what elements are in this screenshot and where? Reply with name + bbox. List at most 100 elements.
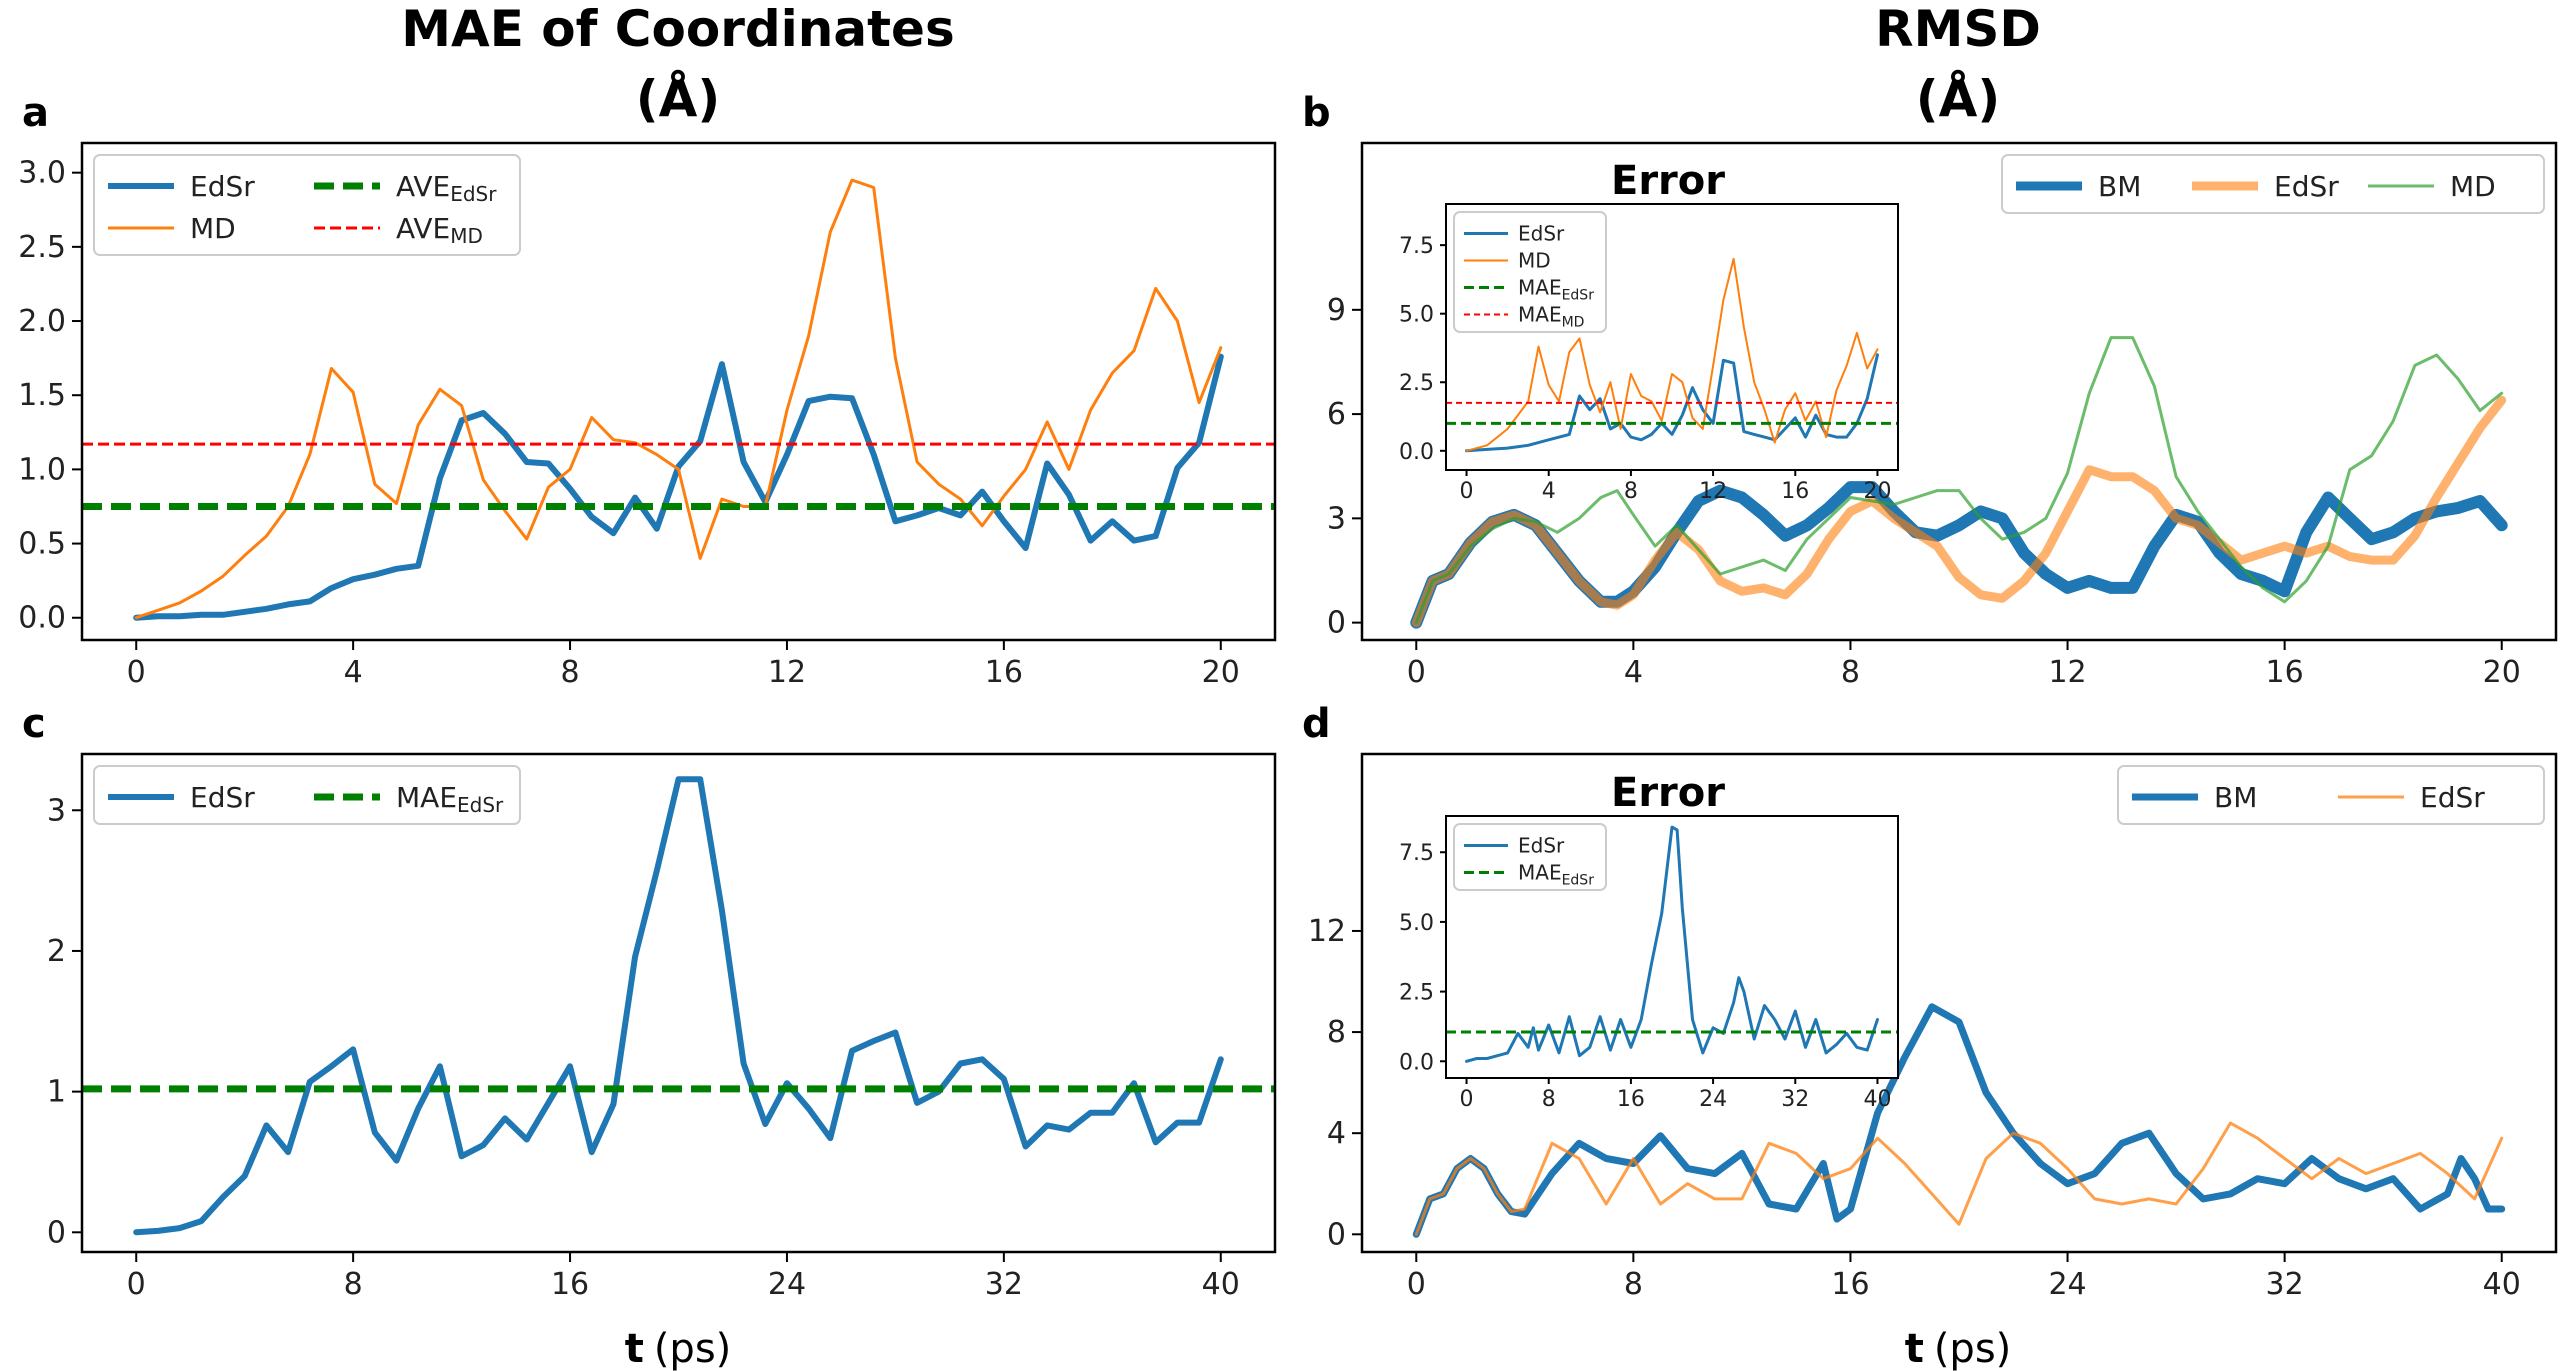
- panel-c-legend-box: [93, 765, 521, 825]
- panel-c-legend-label: MAEEdSr: [396, 781, 504, 817]
- panel-d-inset-axes-frame: [1445, 815, 1899, 1079]
- panel-d-inset-y-tick-label: 5.0: [1399, 911, 1434, 936]
- panel-d: d 0 8 16 24 32 40 0 4 8 12 BM EdSr Error 0 8 16 24 32 40 0.0…: [1302, 701, 2558, 1302]
- panel-b-inset-x-tick-label: 8: [1624, 479, 1638, 504]
- panel-b-inset-legend-label-subscript: MD: [1562, 315, 1585, 331]
- panel-c-x-tick-label: 40: [1202, 1267, 1240, 1302]
- panel-b-x-tick-label: 12: [2048, 655, 2086, 690]
- panel-b-y-tick-label: 9: [1327, 293, 1346, 328]
- panel-a-legend-label: MD: [190, 212, 236, 245]
- panel-d-inset-x-tick-label: 8: [1542, 1087, 1556, 1112]
- panel-d-series-edsr-line: [1414, 1121, 2504, 1236]
- panel-c-y-tick-label: 2: [47, 934, 66, 969]
- panel-d-y-tick-label: 0: [1327, 1217, 1346, 1252]
- panel-d-y-tick-label: 12: [1308, 914, 1346, 949]
- panel-c-axes-frame: [80, 752, 1277, 1254]
- x-axis-label-variable: t: [1905, 1326, 1924, 1371]
- x-axis-label-variable: t: [625, 1326, 644, 1371]
- right-column-title: RMSD: [1875, 0, 2041, 58]
- panel-letter-a: a: [22, 90, 49, 136]
- panel-b-x-tick-label: 16: [2266, 655, 2304, 690]
- panel-a-legend-label: AVEMD: [396, 212, 483, 248]
- panel-b: b 0 4 8 12 16 20 0 3 6 9 BM EdSr MD Error 0 4 8 12 16 20 0.0 2…: [1302, 90, 2558, 690]
- panel-b-x-tick-label: 8: [1841, 655, 1860, 690]
- panel-a-legend-label-main: AVE: [396, 170, 450, 203]
- panel-d-x-tick-label: 32: [2266, 1267, 2304, 1302]
- panel-a-y-tick-label: 0.0: [18, 601, 66, 636]
- panel-letter-b: b: [1302, 90, 1331, 136]
- panel-a-legend-label-main: AVE: [396, 212, 450, 245]
- panel-d-legend: BM EdSr: [2117, 765, 2545, 825]
- panel-b-legend-label: EdSr: [2274, 170, 2339, 203]
- panel-d-inset-legend-label-main: EdSr: [1518, 834, 1565, 858]
- panel-a-legend-label: AVEEdSr: [396, 170, 497, 206]
- panel-a-legend-label-subscript: MD: [450, 224, 483, 248]
- x-axis-label-left: t (ps): [625, 1326, 732, 1371]
- panel-b-inset-y-tick-label: 2.5: [1399, 371, 1434, 396]
- panel-b-inset-legend-label-main: MAE: [1518, 276, 1562, 300]
- panel-c-series-group: [82, 776, 1275, 1236]
- panel-d-inset-x-tick-label: 24: [1699, 1087, 1727, 1112]
- panel-b-series-md-line: [1414, 336, 2504, 625]
- panel-b-inset-legend-label-main: EdSr: [1518, 222, 1565, 246]
- panel-d-inset-x-tick-label: 16: [1617, 1087, 1645, 1112]
- panel-d-inset-legend-label-subscript: EdSr: [1562, 873, 1595, 889]
- panel-b-inset-x-tick-label: 4: [1542, 479, 1556, 504]
- panel-c-x-tick-label: 0: [127, 1267, 146, 1302]
- panel-a-x-tick-label: 4: [344, 655, 363, 690]
- panel-d-inset-legend-label-main: MAE: [1518, 861, 1562, 885]
- panel-d-legend-label: BM: [2214, 781, 2257, 814]
- panel-a-legend-label-main: EdSr: [190, 170, 255, 203]
- panel-a: a0 4 8 12 16 200.00.51.01.52.02.53.0 EdSrMDAVE…: [18, 90, 1277, 690]
- panel-a-x-tick-label: 16: [985, 655, 1023, 690]
- panel-d-x-tick-label: 0: [1407, 1267, 1426, 1302]
- panel-a-axes-frame: [80, 141, 1277, 642]
- panel-c-legend-label-main: MAE: [396, 781, 457, 814]
- panel-b-y-tick-label: 0: [1327, 606, 1346, 641]
- panel-a-legend-label-subscript: EdSr: [450, 182, 497, 206]
- panel-a-x-tick-label: 8: [560, 655, 579, 690]
- panel-d-inset-title: Error: [1611, 770, 1725, 816]
- panel-d-legend-label-main: EdSr: [2420, 781, 2485, 814]
- panel-d-x-tick-label: 16: [1831, 1267, 1869, 1302]
- panel-b-inset-x-tick-label: 12: [1699, 479, 1727, 504]
- panel-c-x-tick-label: 16: [551, 1267, 589, 1302]
- x-axis-label-unit: (ps): [654, 1326, 731, 1371]
- panel-c-y-tick-label: 3: [47, 793, 66, 828]
- panel-b-inset-x-tick-label: 20: [1863, 479, 1891, 504]
- panel-d-series-group: [1412, 1003, 2506, 1238]
- panel-b-inset-legend-box: [1453, 211, 1607, 333]
- panel-b-inset-legend-label-main: MD: [1518, 249, 1551, 273]
- panel-a-x-tick-label: 0: [127, 655, 146, 690]
- panel-b-y-tick-label: 6: [1327, 397, 1346, 432]
- panel-c-legend-label-subscript: EdSr: [457, 793, 504, 817]
- panel-d-inset-series-edsr-line: [1465, 825, 1879, 1063]
- panel-b-inset-legend-label-main: MAE: [1518, 303, 1562, 327]
- panel-b-inset-legend-label: MAEMD: [1518, 303, 1584, 331]
- panel-letter-c: c: [22, 701, 46, 747]
- panel-b-legend-box: [2001, 154, 2545, 214]
- panel-d-inset-y-tick-label: 2.5: [1399, 981, 1434, 1006]
- panel-a-legend-box: [93, 154, 521, 256]
- x-axis-label-unit: (ps): [1934, 1326, 2011, 1371]
- panel-b-series-group: [1410, 336, 2508, 629]
- panel-b-inset-x-tick-label: 16: [1781, 479, 1809, 504]
- panel-d-x-tick-label: 8: [1624, 1267, 1643, 1302]
- panel-b-inset-title: Error: [1611, 158, 1725, 204]
- panel-d-inset-x-tick-label: 40: [1863, 1087, 1891, 1112]
- panel-a-legend-label-main: MD: [190, 212, 236, 245]
- left-column-title: MAE of Coordinates: [401, 0, 954, 58]
- panel-b-inset-legend-label: MAEEdSr: [1518, 276, 1594, 304]
- panel-a-y-tick-label: 1.0: [18, 452, 66, 487]
- panel-a-y-tick-label: 0.5: [18, 527, 66, 562]
- panel-c-x-tick-label: 32: [985, 1267, 1023, 1302]
- panel-letter-d: d: [1302, 701, 1331, 747]
- left-column-title-unit: (Å): [636, 69, 720, 128]
- panel-a-y-tick-label: 2.0: [18, 304, 66, 339]
- panel-d-x-tick-label: 40: [2483, 1267, 2521, 1302]
